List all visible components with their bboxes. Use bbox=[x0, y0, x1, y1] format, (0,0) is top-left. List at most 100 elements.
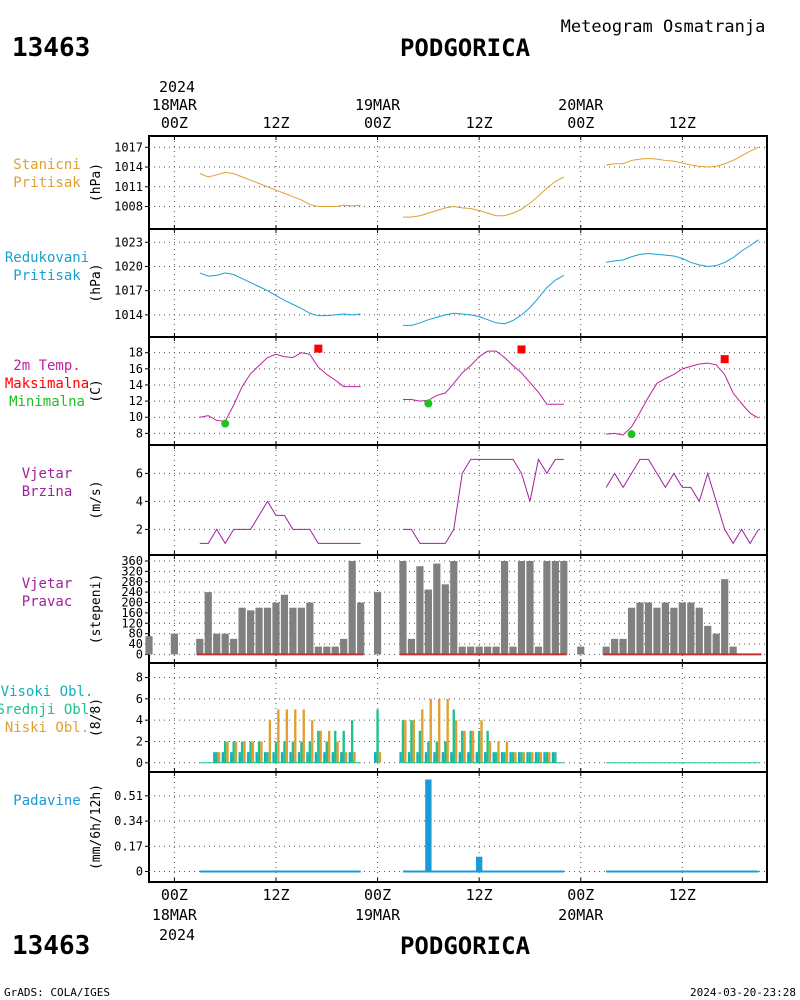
cloud-bar bbox=[399, 752, 402, 763]
cloud-bar bbox=[213, 752, 216, 763]
cloud-bar bbox=[526, 752, 529, 763]
cloud-bar bbox=[257, 741, 261, 763]
top-year-label: 2024 bbox=[159, 78, 195, 96]
panel-label: Brzina bbox=[22, 484, 73, 500]
cloud-bar bbox=[323, 752, 326, 763]
cloud-bar bbox=[418, 730, 422, 763]
cloud-bar bbox=[240, 741, 244, 763]
cloud-bar bbox=[458, 752, 462, 763]
direction-bar bbox=[230, 638, 238, 655]
cloud-bar bbox=[327, 730, 331, 763]
direction-bar bbox=[170, 633, 178, 655]
precip-bar bbox=[425, 779, 432, 872]
cloud-bar bbox=[226, 741, 229, 763]
series-line bbox=[402, 458, 564, 544]
direction-bar bbox=[729, 646, 737, 655]
bottom-day-label: 18MAR bbox=[152, 906, 198, 924]
cloud-bar bbox=[376, 709, 379, 763]
panel-label: Maksimalna bbox=[5, 376, 89, 392]
direction-bar bbox=[204, 592, 212, 655]
bottom-tick-label: 12Z bbox=[466, 886, 493, 904]
cloud-bar bbox=[217, 752, 221, 763]
direction-bar bbox=[644, 602, 653, 655]
cloud-bar bbox=[336, 741, 339, 763]
cloud-bar bbox=[300, 741, 303, 763]
direction-bar bbox=[348, 561, 356, 655]
cloud-bar bbox=[263, 752, 267, 763]
top-day-label: 19MAR bbox=[355, 96, 401, 114]
cloud-bar bbox=[517, 752, 521, 763]
cloud-bar bbox=[268, 720, 272, 763]
y-axis-label: (m/s) bbox=[89, 480, 104, 519]
cloud-bar bbox=[331, 752, 335, 763]
panel-label: Pritisak bbox=[13, 268, 81, 284]
cloud-bar bbox=[294, 709, 297, 763]
y-tick-label: 0 bbox=[136, 647, 143, 661]
direction-bar bbox=[280, 594, 289, 655]
bottom-tick-label: 00Z bbox=[161, 886, 188, 904]
max-temp-marker bbox=[517, 345, 526, 354]
cloud-bar bbox=[272, 752, 275, 763]
cloud-bar bbox=[410, 720, 413, 763]
top-tick-label: 00Z bbox=[364, 114, 391, 132]
cloud-bar bbox=[446, 698, 449, 763]
cloud-bar bbox=[302, 709, 305, 763]
direction-bar bbox=[399, 561, 407, 655]
cloud-bar bbox=[494, 752, 498, 763]
direction-bar bbox=[433, 563, 441, 655]
top-day-label: 20MAR bbox=[558, 96, 604, 114]
series-line bbox=[606, 146, 759, 168]
panel-label: Niski Obl. bbox=[5, 720, 89, 736]
y-tick-label: 120 bbox=[121, 616, 143, 630]
panel-label: Pravac bbox=[22, 594, 73, 610]
panel-label: Padavine bbox=[13, 793, 80, 809]
top-tick-label: 00Z bbox=[567, 114, 594, 132]
top-tick-label: 00Z bbox=[161, 114, 188, 132]
direction-bar bbox=[297, 607, 305, 655]
series-line bbox=[199, 352, 361, 422]
y-axis-label: (8/8) bbox=[89, 698, 104, 737]
cloud-bar bbox=[224, 741, 227, 763]
y-tick-label: 280 bbox=[121, 575, 143, 589]
series-line bbox=[606, 362, 759, 436]
cloud-bar bbox=[543, 752, 546, 763]
cloud-bar bbox=[285, 709, 289, 763]
bottom-time-axis: 00Z 12Z 00Z 12Z 00Z 12Z 18MAR 19MAR 20MAR bbox=[152, 886, 696, 924]
cloud-bar bbox=[528, 752, 532, 763]
cloud-bar bbox=[429, 698, 432, 763]
panel-cloud_cover: 0 2 4 6 8 (8/8)Visoki Obl. Srednji Obl. Niski O… bbox=[0, 662, 767, 772]
cloud-bar bbox=[548, 752, 551, 763]
direction-bar bbox=[323, 646, 331, 655]
cloud-bar bbox=[435, 741, 439, 763]
cloud-bar bbox=[230, 752, 233, 763]
direction-bar bbox=[653, 607, 661, 655]
series-line bbox=[199, 272, 361, 317]
y-tick-label: 1014 bbox=[114, 308, 143, 322]
cloud-bar bbox=[477, 730, 481, 763]
station-id-top: 13463 bbox=[12, 33, 90, 63]
bottom-tick-label: 12Z bbox=[262, 886, 289, 904]
cloud-bar bbox=[280, 752, 284, 763]
cloud-bar bbox=[232, 741, 235, 763]
y-tick-label: 6 bbox=[136, 692, 143, 706]
cloud-bar bbox=[251, 741, 255, 763]
panel-label: Vjetar bbox=[22, 466, 73, 482]
direction-bar bbox=[450, 561, 458, 655]
cloud-bar bbox=[509, 752, 512, 763]
cloud-bar bbox=[463, 730, 466, 763]
cloud-bar bbox=[247, 752, 250, 763]
direction-bar bbox=[145, 636, 153, 655]
direction-bar bbox=[627, 607, 636, 655]
cloud-bar bbox=[539, 752, 542, 763]
direction-bar bbox=[340, 638, 348, 655]
y-tick-label: 2 bbox=[136, 734, 143, 748]
cloud-bar bbox=[297, 752, 301, 763]
y-tick-label: 1023 bbox=[114, 235, 143, 249]
cloud-bar bbox=[266, 752, 269, 763]
cloud-bar bbox=[501, 752, 504, 763]
y-tick-label: 1011 bbox=[114, 180, 143, 194]
y-tick-label: 16 bbox=[129, 362, 143, 376]
series-line bbox=[402, 176, 565, 218]
